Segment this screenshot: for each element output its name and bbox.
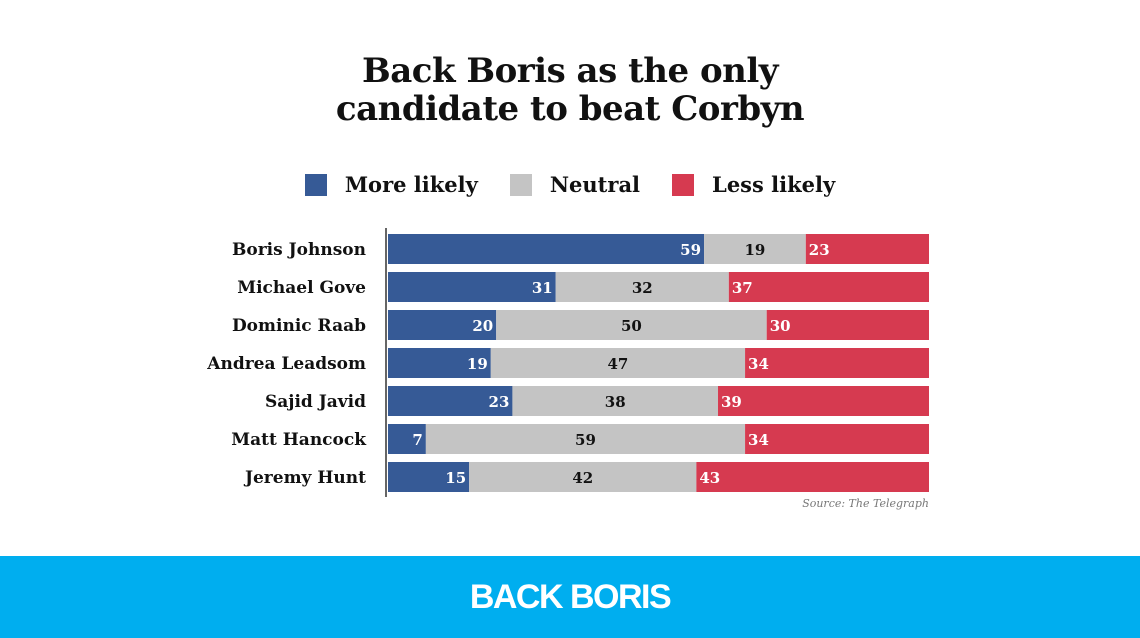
data-label: 43 bbox=[699, 469, 720, 487]
bar-segment bbox=[718, 386, 929, 416]
bar-segment bbox=[704, 234, 806, 264]
category-label: Dominic Raab bbox=[232, 316, 366, 336]
legend-item-less-likely: Less likely bbox=[672, 172, 835, 197]
bar-segment bbox=[388, 424, 426, 454]
data-label: 23 bbox=[489, 393, 510, 411]
bar-segment bbox=[496, 310, 767, 340]
data-label: 38 bbox=[605, 393, 626, 411]
footer-banner: BACK BORIS bbox=[0, 556, 1140, 638]
legend-label: Neutral bbox=[549, 172, 641, 197]
data-label: 7 bbox=[412, 431, 422, 449]
category-label: Jeremy Hunt bbox=[243, 468, 366, 488]
bar-segment bbox=[555, 272, 729, 302]
bar-segment bbox=[388, 272, 556, 302]
data-label: 59 bbox=[575, 431, 596, 449]
bar-segment bbox=[766, 310, 929, 340]
bar-segment bbox=[512, 386, 719, 416]
legend-item-neutral: Neutral bbox=[509, 172, 641, 197]
bar-segment bbox=[388, 310, 497, 340]
legend-swatch bbox=[509, 173, 532, 196]
data-label: 37 bbox=[732, 279, 753, 297]
data-label: 39 bbox=[721, 393, 742, 411]
data-label: 31 bbox=[532, 279, 553, 297]
data-label: 30 bbox=[770, 317, 791, 335]
bar-segment bbox=[388, 234, 705, 264]
category-label: Boris Johnson bbox=[232, 240, 366, 260]
category-label: Matt Hancock bbox=[231, 430, 367, 450]
legend-label: More likely bbox=[344, 172, 478, 197]
bar-segment bbox=[388, 348, 491, 378]
legend-item-more-likely: More likely bbox=[304, 172, 478, 197]
bar-segment bbox=[728, 272, 929, 302]
bar-segment bbox=[469, 462, 697, 492]
bar-chart: Boris Johnson 59 19 23 Michael Gove 31 32 37 Dom… bbox=[206, 228, 929, 510]
bar-segment bbox=[490, 348, 746, 378]
data-label: 19 bbox=[744, 241, 765, 259]
category-label: Michael Gove bbox=[237, 278, 366, 298]
category-label: Sajid Javid bbox=[265, 392, 366, 412]
legend: More likely Neutral Less likely bbox=[0, 172, 1140, 197]
data-label: 32 bbox=[632, 279, 653, 297]
legend-label: Less likely bbox=[712, 172, 836, 197]
bar-segment bbox=[745, 424, 929, 454]
back-boris-logo: BACK BORIS bbox=[469, 577, 672, 616]
category-label: Andrea Leadsom bbox=[206, 354, 366, 374]
bar-segment bbox=[745, 348, 929, 378]
chart-title: Back Boris as the only candidate to beat… bbox=[0, 52, 1140, 128]
bar-segment bbox=[696, 462, 929, 492]
data-label: 19 bbox=[467, 355, 488, 373]
data-label: 59 bbox=[680, 241, 701, 259]
data-label: 42 bbox=[572, 469, 593, 487]
data-label: 23 bbox=[809, 241, 830, 259]
legend-swatch bbox=[304, 173, 327, 196]
title-line-1: Back Boris as the only bbox=[361, 51, 779, 91]
data-label: 15 bbox=[445, 469, 466, 487]
data-label: 34 bbox=[748, 431, 769, 449]
bar-segment bbox=[388, 386, 513, 416]
bar-segment bbox=[388, 462, 470, 492]
title-line-2: candidate to beat Corbyn bbox=[335, 89, 805, 129]
data-label: 20 bbox=[472, 317, 493, 335]
bar-segment bbox=[425, 424, 746, 454]
legend-swatch bbox=[672, 173, 695, 196]
bar-segment bbox=[805, 234, 929, 264]
data-label: 47 bbox=[607, 355, 628, 373]
data-label: 34 bbox=[748, 355, 769, 373]
source-note: Source: The Telegraph bbox=[802, 497, 929, 510]
data-label: 50 bbox=[621, 317, 642, 335]
